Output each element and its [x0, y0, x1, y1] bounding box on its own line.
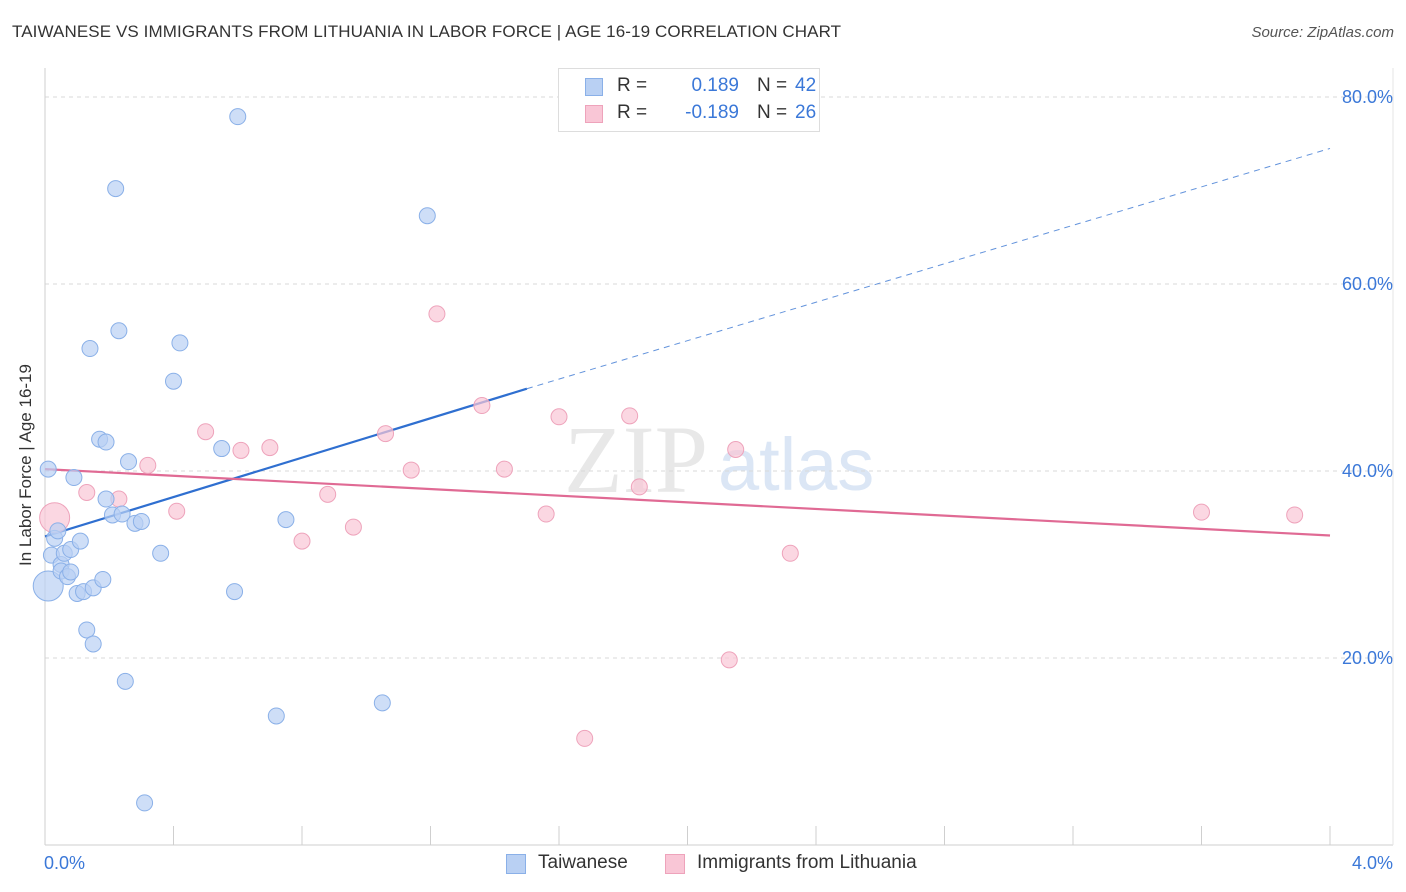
legend-r-value: 0.189	[691, 75, 739, 96]
data-point-lithuania	[197, 423, 215, 441]
legend-r-label: R =	[617, 75, 648, 96]
data-point-taiwanese	[226, 583, 244, 601]
data-point-taiwanese	[32, 570, 64, 602]
data-point-lithuania	[1286, 506, 1304, 524]
data-point-lithuania	[630, 478, 648, 496]
data-point-lithuania	[727, 440, 745, 458]
data-point-taiwanese	[49, 522, 67, 540]
data-point-taiwanese	[84, 635, 102, 653]
y-tick-labels: 20.0% 40.0% 60.0% 80.0%	[1342, 87, 1393, 668]
data-point-taiwanese	[107, 180, 125, 198]
watermark-atlas: atlas	[718, 423, 874, 506]
data-point-taiwanese	[113, 505, 131, 523]
chart-title: TAIWANESE VS IMMIGRANTS FROM LITHUANIA I…	[12, 22, 842, 41]
data-point-taiwanese	[81, 340, 99, 358]
legend-r-label: R =	[617, 102, 648, 123]
y-tick-label: 20.0%	[1342, 648, 1393, 668]
data-point-lithuania	[139, 456, 157, 474]
data-point-lithuania	[495, 460, 513, 478]
bottom-legend-label: Taiwanese	[538, 852, 628, 873]
data-point-lithuania	[1193, 503, 1210, 521]
data-point-lithuania	[344, 518, 362, 536]
data-point-lithuania	[621, 407, 639, 425]
legend-swatch-pink	[585, 105, 603, 123]
data-point-taiwanese	[97, 433, 115, 451]
data-point-taiwanese	[39, 460, 57, 478]
data-point-lithuania	[428, 305, 446, 323]
data-point-lithuania	[319, 485, 337, 503]
data-point-lithuania	[550, 408, 568, 426]
data-point-taiwanese	[94, 570, 112, 588]
data-point-lithuania	[261, 439, 279, 457]
data-point-lithuania	[402, 461, 420, 479]
x-tick-labels: 0.0% 4.0%	[44, 853, 1393, 873]
correlation-legend: R = 0.189 N = 42 R = -0.189 N = 26	[558, 68, 820, 132]
data-point-taiwanese	[65, 469, 83, 487]
data-point-taiwanese	[418, 207, 436, 225]
watermark-zip: ZIP	[564, 406, 708, 513]
bottom-legend-label: Immigrants from Lithuania	[697, 852, 917, 873]
data-point-taiwanese	[373, 694, 391, 712]
data-point-lithuania	[720, 651, 738, 669]
data-point-lithuania	[168, 502, 186, 520]
legend-n-label: N =	[757, 102, 788, 123]
trend-line-lithuania	[44, 468, 1331, 537]
data-point-taiwanese	[132, 512, 150, 530]
series-lithuania-points	[39, 305, 1304, 747]
data-point-taiwanese	[171, 334, 189, 352]
data-point-taiwanese	[229, 108, 247, 126]
legend-n-label: N =	[757, 75, 788, 96]
data-point-taiwanese	[120, 453, 138, 471]
data-point-lithuania	[293, 532, 311, 550]
data-point-taiwanese	[213, 440, 231, 458]
data-point-taiwanese	[277, 511, 295, 529]
watermark: ZIP atlas	[564, 406, 874, 513]
gridlines	[45, 96, 1393, 659]
data-point-lithuania	[537, 505, 555, 523]
data-point-lithuania	[232, 441, 250, 459]
bottom-legend-swatch-blue	[506, 854, 526, 874]
bottom-legend-swatch-pink	[665, 854, 685, 874]
data-point-lithuania	[781, 544, 799, 562]
source-credit: Source: ZipAtlas.com	[1251, 24, 1394, 41]
series-taiwanese-points	[32, 108, 436, 812]
data-point-taiwanese	[152, 544, 170, 562]
data-point-taiwanese	[116, 672, 134, 690]
data-point-lithuania	[473, 397, 491, 415]
data-point-taiwanese	[136, 794, 154, 812]
data-point-lithuania	[576, 729, 594, 747]
legend-swatch-blue	[585, 78, 603, 96]
legend-r-value: -0.189	[685, 102, 739, 123]
legend-n-value: 42	[795, 75, 817, 96]
data-point-taiwanese	[71, 532, 89, 550]
y-tick-label: 40.0%	[1342, 461, 1393, 481]
data-point-taiwanese	[110, 322, 128, 340]
data-point-taiwanese	[97, 490, 115, 508]
x-tick-label-min: 0.0%	[44, 853, 85, 873]
data-point-taiwanese	[165, 372, 182, 390]
data-point-taiwanese	[62, 563, 80, 581]
data-point-lithuania	[377, 425, 395, 443]
data-point-taiwanese	[78, 621, 96, 639]
data-point-taiwanese	[267, 707, 285, 725]
y-tick-label: 80.0%	[1342, 87, 1393, 107]
axes	[44, 68, 1394, 846]
x-tick-label-max: 4.0%	[1352, 853, 1393, 873]
legend-n-value: 26	[795, 102, 817, 123]
trend-line-taiwanese-extrapolated	[526, 147, 1331, 390]
data-point-lithuania	[78, 484, 96, 502]
y-tick-label: 60.0%	[1342, 274, 1393, 294]
y-axis-label: In Labor Force | Age 16-19	[16, 364, 35, 566]
